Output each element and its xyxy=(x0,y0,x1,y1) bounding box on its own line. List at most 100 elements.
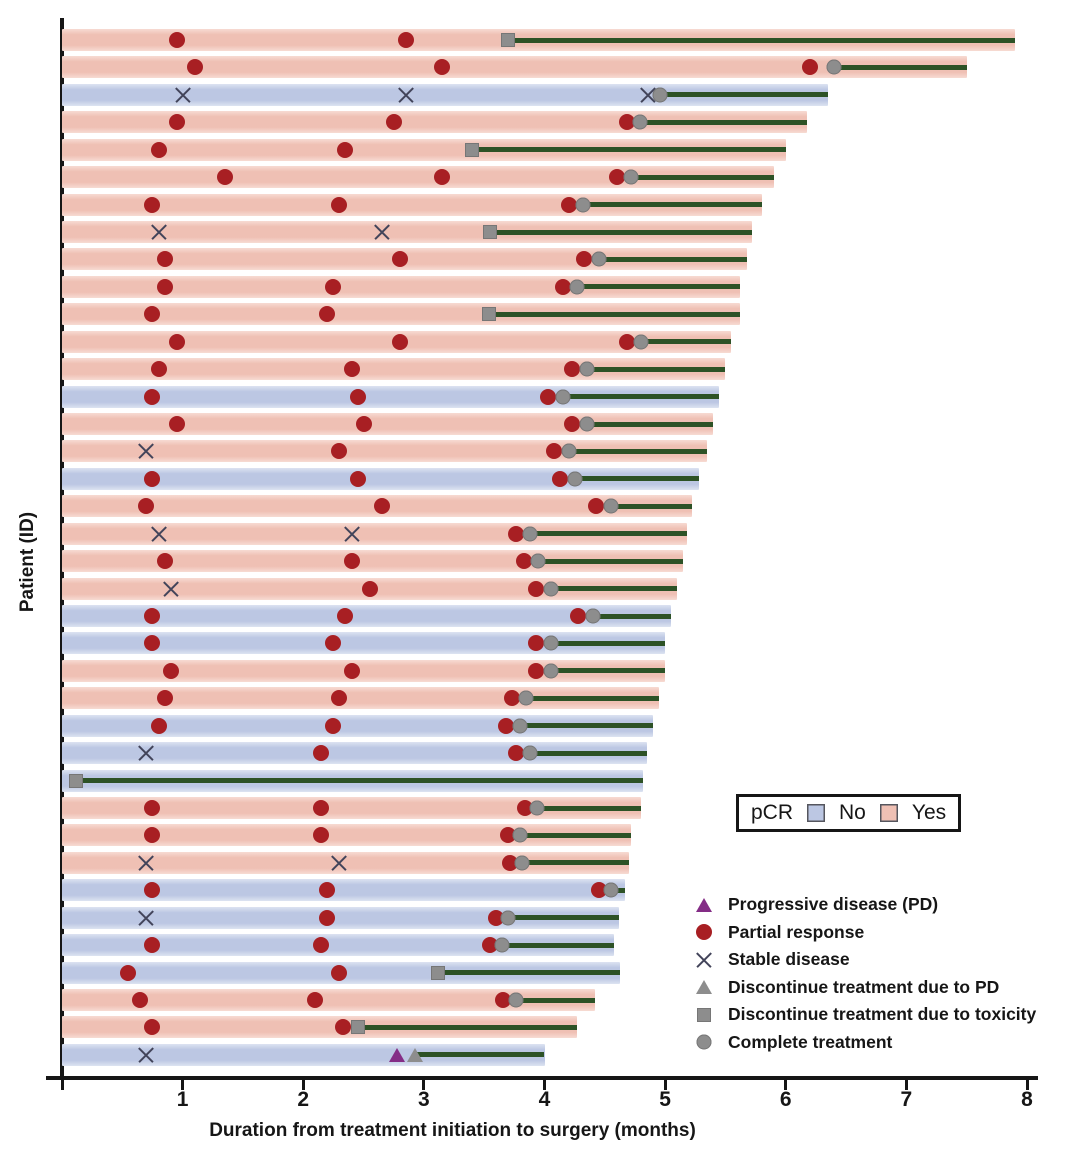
marker-pr xyxy=(144,388,161,405)
post-treatment-line xyxy=(660,92,828,98)
marker-complete xyxy=(518,690,534,706)
patient-bar xyxy=(62,879,626,902)
marker-pr xyxy=(313,745,330,762)
marker-pr xyxy=(144,470,161,487)
marker-pr xyxy=(554,278,571,295)
marker-pr xyxy=(216,169,233,186)
marker-pr xyxy=(331,690,348,707)
marker-pr xyxy=(608,169,625,186)
marker-complete xyxy=(522,745,538,761)
pcr-yes-swatch xyxy=(879,804,898,822)
post-treatment-line xyxy=(521,860,629,866)
marker-pr xyxy=(144,937,161,954)
marker-pr xyxy=(144,608,161,625)
marker-pr xyxy=(144,827,161,844)
post-treatment-line xyxy=(631,174,774,180)
marker-sd xyxy=(137,1046,155,1064)
x-axis-spine xyxy=(46,1076,1038,1080)
patient-bar xyxy=(62,138,786,161)
marker-pr xyxy=(162,662,179,679)
marker-complete xyxy=(567,471,583,487)
marker-pr xyxy=(590,882,607,899)
post-treatment-line xyxy=(472,147,786,153)
marker-legend: Progressive disease (PD) Partial respons… xyxy=(692,891,1036,1056)
marker-complete xyxy=(512,827,528,843)
marker-sd xyxy=(137,442,155,460)
x-tick xyxy=(301,1080,305,1090)
pcr-legend-title: pCR xyxy=(751,801,794,824)
marker-pr xyxy=(144,196,161,213)
marker-complete xyxy=(591,251,607,267)
post-treatment-line xyxy=(538,558,684,564)
legend-item-progressive-disease: Progressive disease (PD) xyxy=(692,891,1036,919)
marker-pr xyxy=(497,717,514,734)
legend-item-partial-response: Partial response xyxy=(692,919,1036,947)
marker-pr xyxy=(313,937,330,954)
marker-sd xyxy=(373,223,391,241)
post-treatment-line xyxy=(515,997,596,1003)
marker-pr xyxy=(331,443,348,460)
post-treatment-line xyxy=(550,640,666,646)
patient-bar xyxy=(62,522,687,545)
x-tick-label: 5 xyxy=(659,1088,671,1111)
patient-bar xyxy=(62,824,632,847)
marker-pr xyxy=(168,32,185,48)
patient-bar xyxy=(62,934,615,957)
marker-pr xyxy=(307,992,324,1009)
marker-complete xyxy=(585,608,601,624)
legend-item-stable-disease: Stable disease xyxy=(692,946,1036,974)
patient-bar xyxy=(62,769,644,792)
marker-pr xyxy=(313,827,330,844)
marker-pr xyxy=(156,278,173,295)
marker-pr xyxy=(331,964,348,981)
marker-pr xyxy=(507,525,524,542)
marker-sd xyxy=(343,525,361,543)
marker-pr xyxy=(313,800,330,817)
patient-bar xyxy=(62,440,708,463)
marker-pr xyxy=(801,59,818,76)
patient-bar xyxy=(62,577,678,600)
marker-pr xyxy=(517,800,534,817)
patient-bar xyxy=(62,550,684,573)
discontinue-toxicity-square-icon xyxy=(692,1004,716,1026)
marker-pr xyxy=(325,635,342,652)
pcr-no-swatch xyxy=(807,804,826,822)
marker-sd xyxy=(150,525,168,543)
partial-response-circle-icon xyxy=(692,921,716,943)
post-treatment-line xyxy=(508,37,1015,43)
x-tick-label: 7 xyxy=(900,1088,913,1111)
post-treatment-line xyxy=(586,421,714,427)
marker-sd xyxy=(174,86,192,104)
plot-area xyxy=(62,0,1037,1076)
marker-complete xyxy=(652,87,668,103)
marker-complete xyxy=(530,553,546,569)
patient-bar xyxy=(62,742,648,765)
marker-pr xyxy=(576,251,593,268)
marker-complete xyxy=(500,910,516,926)
marker-complete xyxy=(579,361,595,377)
marker-pr xyxy=(325,717,342,734)
marker-pr xyxy=(391,333,408,350)
post-treatment-line xyxy=(586,366,726,372)
legend-item-discontinue-pd: Discontinue treatment due to PD xyxy=(692,974,1036,1002)
x-tick-label: 6 xyxy=(779,1088,792,1111)
marker-pr xyxy=(570,608,587,625)
marker-pr xyxy=(144,306,161,323)
post-treatment-line xyxy=(530,531,687,537)
x-tick xyxy=(60,1080,64,1090)
x-tick-label: 1 xyxy=(176,1088,189,1111)
marker-pr xyxy=(144,800,161,817)
marker-complete xyxy=(514,855,530,871)
marker-pr xyxy=(349,388,366,405)
marker-dc_pd xyxy=(407,1047,424,1062)
marker-complete xyxy=(561,443,577,459)
patient-bar xyxy=(62,659,666,682)
discontinue-pd-triangle-icon xyxy=(692,976,716,998)
marker-pr xyxy=(343,553,360,570)
marker-pr xyxy=(500,827,517,844)
marker-complete xyxy=(512,718,528,734)
marker-pr xyxy=(433,59,450,76)
marker-pr xyxy=(482,937,499,954)
pcr-no-label: No xyxy=(839,801,866,824)
